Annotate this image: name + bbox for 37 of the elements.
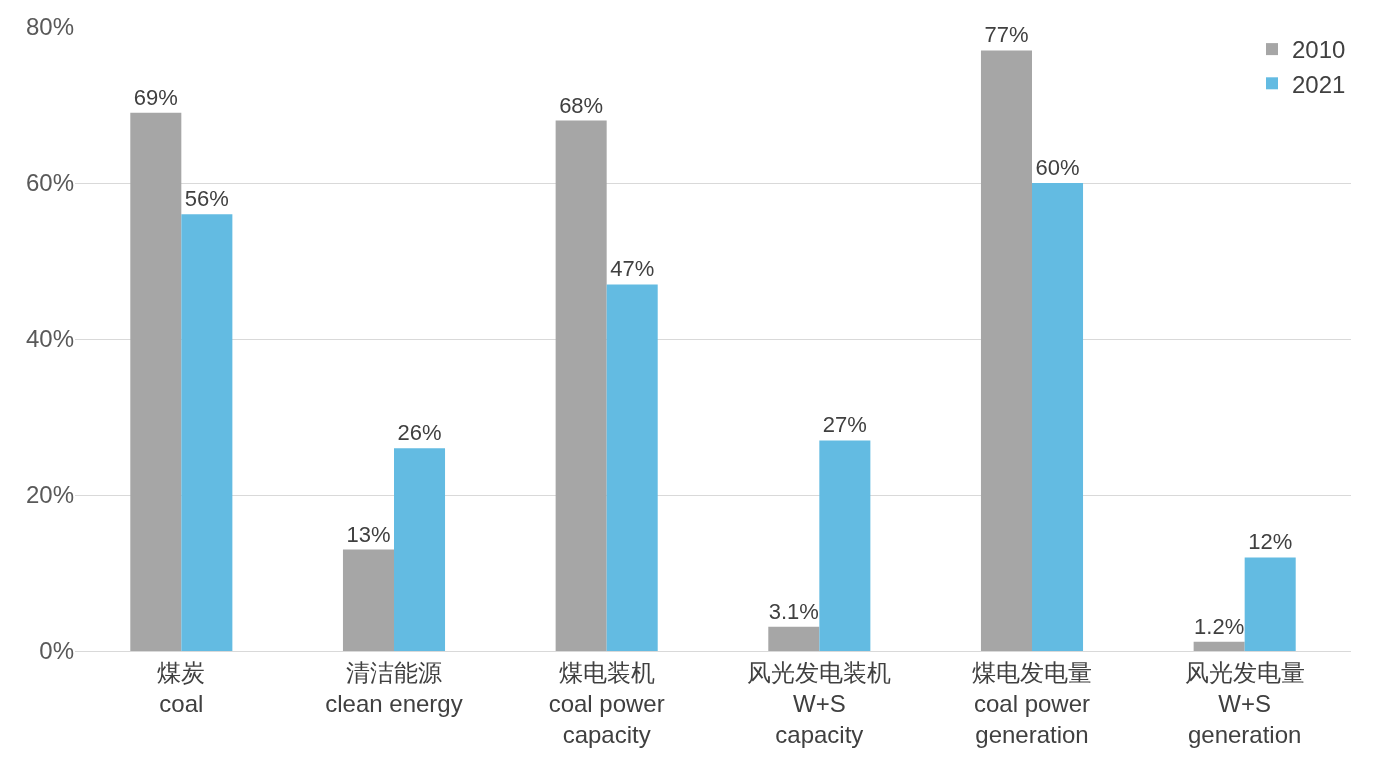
data-label: 27% [822,412,867,438]
data-label: 77% [984,22,1029,48]
bar [819,440,871,651]
data-label: 1.2% [1194,613,1245,639]
data-label: 60% [1035,155,1080,180]
bar [1244,557,1296,651]
data-label: 3.1% [768,598,819,624]
bar [555,120,607,651]
data-label: 12% [1248,529,1293,555]
x-tick-label: 煤炭 coal [157,658,206,717]
x-tick-label: 煤电发电量 coal power generation [972,658,1092,749]
y-tick-label: 60% [25,169,74,197]
bar [768,626,820,651]
data-label: 13% [346,521,391,547]
x-tick-label: 清洁能源 clean energy [325,658,463,717]
legend-label: 2021 [1292,70,1346,98]
x-tick-label: 煤电装机 coal power capacity [548,658,665,749]
bar [181,214,233,651]
y-tick-label: 80% [25,13,74,41]
bar [980,50,1032,651]
x-tick-label: 风光发电装机 W+S capacity [747,658,892,749]
data-label: 26% [397,420,442,446]
legend-label: 2010 [1292,36,1346,64]
bar [1193,641,1245,651]
y-tick-label: 20% [25,481,74,509]
data-label: 56% [184,186,229,212]
bar [1032,183,1084,651]
bar [394,448,446,651]
bar [342,549,394,651]
x-tick-label: 风光发电量 W+S generation [1184,658,1305,749]
data-label: 47% [610,256,655,282]
bar [130,112,182,651]
y-tick-label: 40% [25,325,74,353]
data-label: 68% [559,92,604,118]
data-label: 69% [133,84,178,110]
bar [606,284,658,651]
y-tick-label: 0% [39,637,74,665]
